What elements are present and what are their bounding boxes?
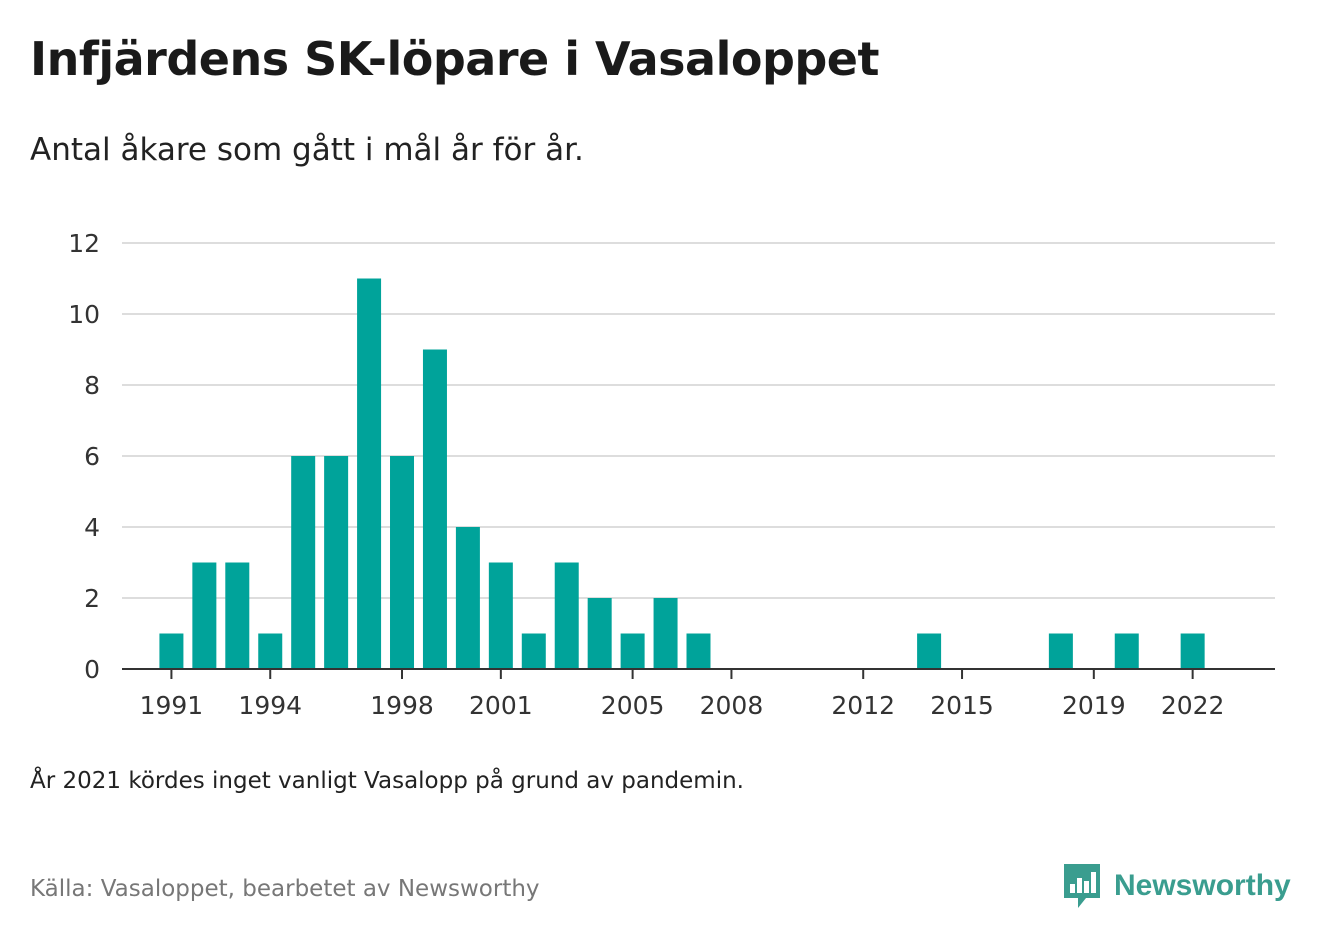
bar-1997[interactable]	[357, 278, 382, 670]
chart-title: Infjärdens SK-löpare i Vasaloppet	[30, 32, 880, 86]
bar-1991[interactable]	[159, 633, 184, 670]
y-tick-label: 10	[68, 300, 100, 329]
x-tick-label: 2012	[831, 691, 895, 720]
bar-2020[interactable]	[1114, 633, 1139, 670]
x-tick-label: 2015	[930, 691, 994, 720]
newsworthy-logo[interactable]: Newsworthy	[1062, 862, 1291, 910]
bar-2014[interactable]	[917, 633, 942, 670]
bar-2005[interactable]	[620, 633, 645, 670]
bar-chart: 0 2 4 6 8 10 12 1991 1994 1998 2001 2005 2008 2012 201…	[68, 229, 1275, 720]
bar-1993[interactable]	[225, 562, 250, 670]
bar-1994[interactable]	[258, 633, 283, 670]
x-tick-label: 1994	[238, 691, 302, 720]
x-tick-label: 2001	[469, 691, 533, 720]
bar-1998[interactable]	[390, 456, 415, 669]
x-tick-label: 2019	[1062, 691, 1126, 720]
y-tick-label: 6	[84, 442, 100, 471]
bar-2018[interactable]	[1048, 633, 1073, 670]
bar-1995[interactable]	[291, 456, 316, 669]
bar-2006[interactable]	[653, 598, 678, 669]
bar-1999[interactable]	[422, 349, 447, 670]
brand-name: Newsworthy	[1114, 869, 1291, 902]
bar-2001[interactable]	[488, 562, 513, 670]
source-credit: Källa: Vasaloppet, bearbetet av Newswort…	[30, 876, 540, 902]
y-tick-label: 0	[84, 655, 100, 684]
chart-note: År 2021 kördes inget vanligt Vasalopp på…	[30, 768, 744, 794]
y-tick-label: 4	[84, 513, 100, 542]
x-tick-label: 2008	[700, 691, 764, 720]
bar-2002[interactable]	[521, 633, 546, 670]
bar-1992[interactable]	[192, 562, 217, 670]
x-tick-label: 1998	[370, 691, 434, 720]
y-tick-label: 12	[68, 229, 100, 258]
newsworthy-logo-icon	[1064, 864, 1100, 908]
bar-2022[interactable]	[1180, 633, 1205, 670]
bar-2007[interactable]	[686, 633, 711, 670]
x-tick-label: 2005	[601, 691, 665, 720]
x-tick-label: 2022	[1161, 691, 1225, 720]
chart-subtitle: Antal åkare som gått i mål år för år.	[30, 132, 584, 168]
bar-2004[interactable]	[587, 598, 612, 669]
x-tick-label: 1991	[140, 691, 204, 720]
y-tick-label: 8	[84, 371, 100, 400]
bar-1996[interactable]	[324, 456, 349, 669]
bar-2000[interactable]	[455, 527, 480, 669]
y-tick-label: 2	[84, 584, 100, 613]
bar-2003[interactable]	[554, 562, 579, 670]
